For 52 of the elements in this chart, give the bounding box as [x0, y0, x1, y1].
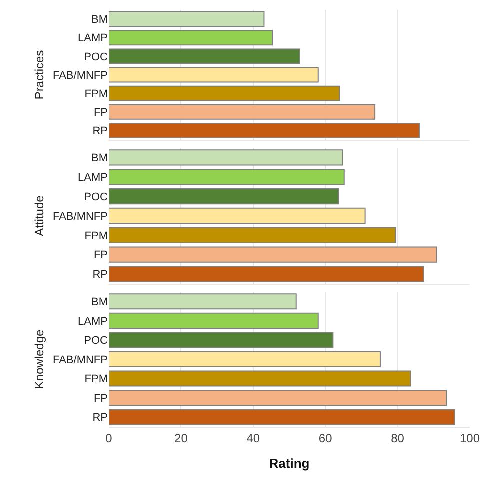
y-tick-label: BM: [92, 14, 108, 26]
y-tick-label: LAMP: [78, 32, 108, 45]
bar: [109, 12, 265, 28]
y-tick-label: POC: [84, 335, 108, 348]
y-axis-title: Knowledge: [32, 329, 46, 390]
x-tick-label: 80: [391, 431, 405, 446]
bar: [109, 122, 420, 138]
y-tick-label: FP: [94, 250, 108, 262]
bar: [109, 188, 340, 205]
y-axis-title: Practices: [32, 50, 46, 100]
bar: [109, 227, 396, 244]
bar: [109, 390, 448, 406]
bar: [109, 370, 412, 387]
y-tick-label: RP: [92, 126, 108, 138]
bar: [109, 208, 366, 224]
x-axis-title: Rating: [269, 456, 310, 471]
bar: [109, 86, 340, 102]
y-tick-label: LAMP: [78, 172, 108, 184]
bar: [109, 48, 300, 64]
y-tick-label: BM: [92, 152, 108, 165]
x-tick-label: 60: [318, 431, 333, 446]
y-tick-label: RP: [92, 269, 108, 282]
bar: [109, 312, 319, 329]
bar: [109, 351, 381, 368]
x-tick-label: 20: [174, 431, 188, 446]
bar: [109, 332, 334, 348]
y-tick-label: FAB/MNFP: [52, 70, 108, 82]
bar: [109, 169, 345, 186]
y-tick-label: FP: [94, 106, 108, 119]
y-tick-label: POC: [84, 51, 108, 64]
y-tick-label: POC: [84, 191, 108, 204]
bar: [109, 104, 376, 120]
bar: [109, 266, 424, 282]
x-tick-label: 40: [246, 431, 260, 446]
bar: [109, 30, 274, 46]
y-tick-label: FAB/MNFP: [52, 354, 108, 366]
y-tick-label: LAMP: [78, 316, 108, 328]
x-tick-label: 0: [106, 431, 113, 446]
y-tick-label: FPM: [84, 230, 108, 242]
bar: [109, 294, 297, 310]
bar: [109, 150, 344, 166]
x-tick-label: 100: [460, 431, 480, 446]
y-axis-title: Attitude: [32, 195, 46, 236]
y-tick-label: BM: [92, 296, 108, 308]
bar: [109, 246, 438, 263]
y-tick-label: FAB/MNFP: [52, 210, 108, 223]
y-tick-label: FPM: [84, 88, 108, 100]
y-tick-label: RP: [92, 412, 108, 424]
y-tick-label: FPM: [84, 374, 108, 386]
y-tick-label: FP: [94, 392, 108, 405]
bar: [109, 409, 456, 426]
bar: [109, 67, 319, 83]
